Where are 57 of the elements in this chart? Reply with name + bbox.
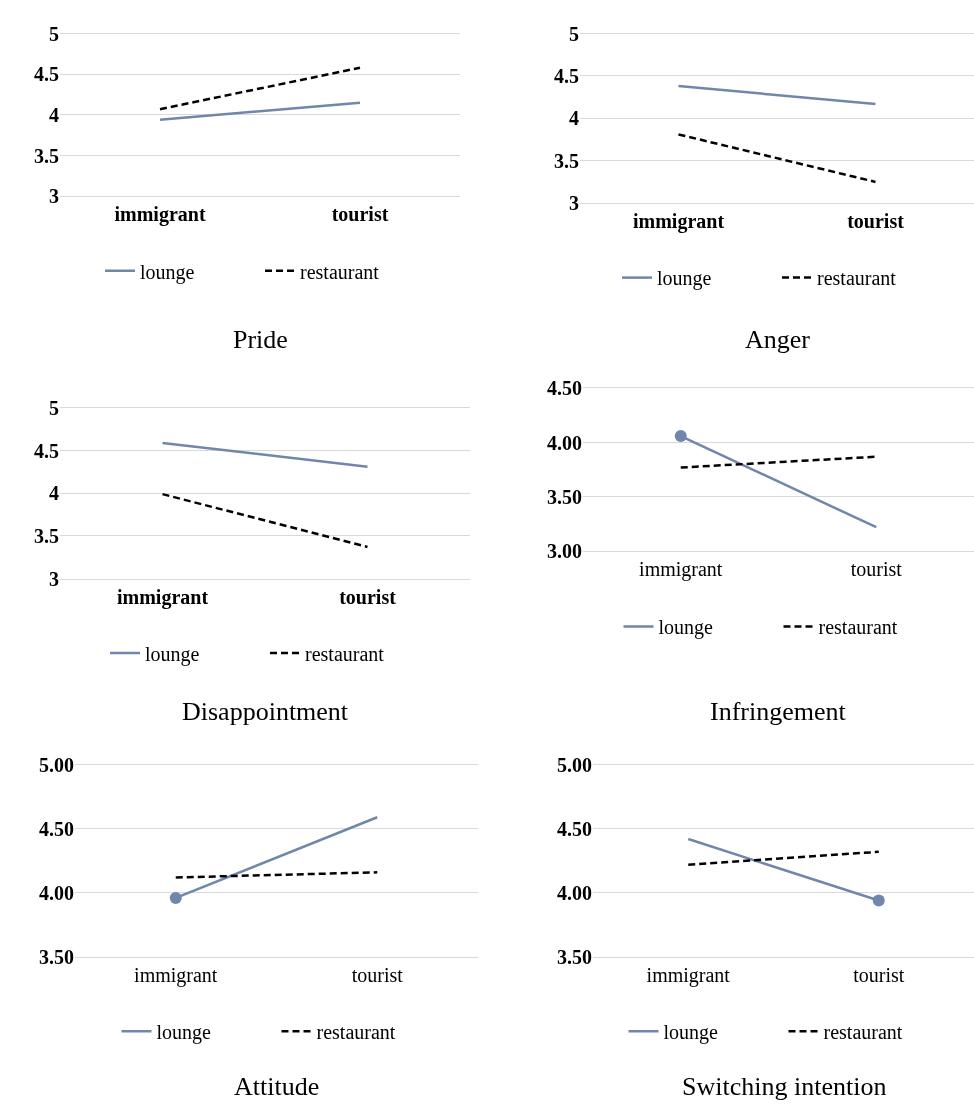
y-tick-label: 5 bbox=[49, 22, 59, 45]
y-tick-label: 4.5 bbox=[554, 64, 579, 87]
legend-label: lounge bbox=[658, 616, 714, 640]
legend-label: restaurant bbox=[823, 1021, 903, 1044]
x-tick-label: tourist bbox=[331, 203, 389, 226]
y-tick-label: 3 bbox=[49, 567, 59, 590]
y-tick-label: 3.50 bbox=[547, 485, 582, 508]
y-tick-label: 4.5 bbox=[34, 439, 59, 462]
y-tick-label: 4.50 bbox=[547, 377, 582, 400]
x-tick-label: immigrant bbox=[639, 558, 723, 582]
y-tick-label: 3.5 bbox=[34, 144, 59, 167]
text: Pride bbox=[233, 325, 288, 354]
legend-label: lounge bbox=[657, 267, 712, 291]
x-tick-label: tourist bbox=[850, 558, 903, 581]
y-tick-label: 4.50 bbox=[39, 817, 74, 840]
y-tick-label: 3.5 bbox=[34, 524, 59, 547]
legend-label: lounge bbox=[156, 1021, 212, 1045]
y-tick-label: 4.5 bbox=[34, 63, 59, 86]
x-tick-label: immigrant bbox=[646, 963, 731, 987]
y-tick-label: 5.00 bbox=[39, 753, 74, 776]
y-tick-label: 4.50 bbox=[557, 817, 592, 840]
y-tick-label: 5 bbox=[569, 22, 579, 45]
y-tick-label: 4.00 bbox=[39, 881, 74, 904]
text: Disappointment bbox=[182, 697, 349, 726]
y-tick-label: 3.5 bbox=[554, 149, 579, 172]
legend-label: restaurant bbox=[316, 1021, 396, 1044]
text: Infringement bbox=[710, 697, 847, 726]
y-tick-label: 4.00 bbox=[547, 431, 582, 454]
x-tick-label: immigrant bbox=[116, 585, 209, 609]
x-tick-label: immigrant bbox=[632, 210, 725, 234]
y-tick-label: 3.00 bbox=[547, 540, 582, 563]
legend-label: lounge bbox=[140, 260, 195, 284]
legend-label: lounge bbox=[663, 1021, 719, 1045]
legend-label: restaurant bbox=[305, 642, 385, 665]
x-tick-label: immigrant bbox=[114, 203, 206, 227]
legend-label: restaurant bbox=[300, 260, 380, 283]
y-tick-label: 5 bbox=[49, 396, 59, 419]
x-tick-label: immigrant bbox=[134, 963, 218, 987]
x-tick-label: tourist bbox=[339, 585, 397, 608]
text: Switching intention bbox=[682, 1072, 887, 1101]
text: Anger bbox=[745, 325, 811, 354]
text: Attitude bbox=[234, 1072, 320, 1101]
x-tick-label: tourist bbox=[351, 963, 404, 986]
legend-label: restaurant bbox=[818, 616, 898, 639]
y-tick-label: 3 bbox=[569, 192, 579, 215]
legend-label: restaurant bbox=[817, 267, 897, 290]
y-tick-label: 4.00 bbox=[557, 881, 592, 904]
legend-label: lounge bbox=[145, 642, 200, 666]
y-tick-label: 3 bbox=[49, 185, 59, 208]
y-tick-label: 3.50 bbox=[39, 945, 74, 968]
y-tick-label: 4 bbox=[49, 482, 59, 505]
x-tick-label: tourist bbox=[853, 963, 905, 986]
y-tick-label: 4 bbox=[49, 103, 59, 126]
y-tick-label: 4 bbox=[569, 107, 579, 130]
y-tick-label: 3.50 bbox=[557, 945, 592, 968]
y-tick-label: 5.00 bbox=[557, 753, 592, 776]
x-tick-label: tourist bbox=[847, 210, 905, 233]
